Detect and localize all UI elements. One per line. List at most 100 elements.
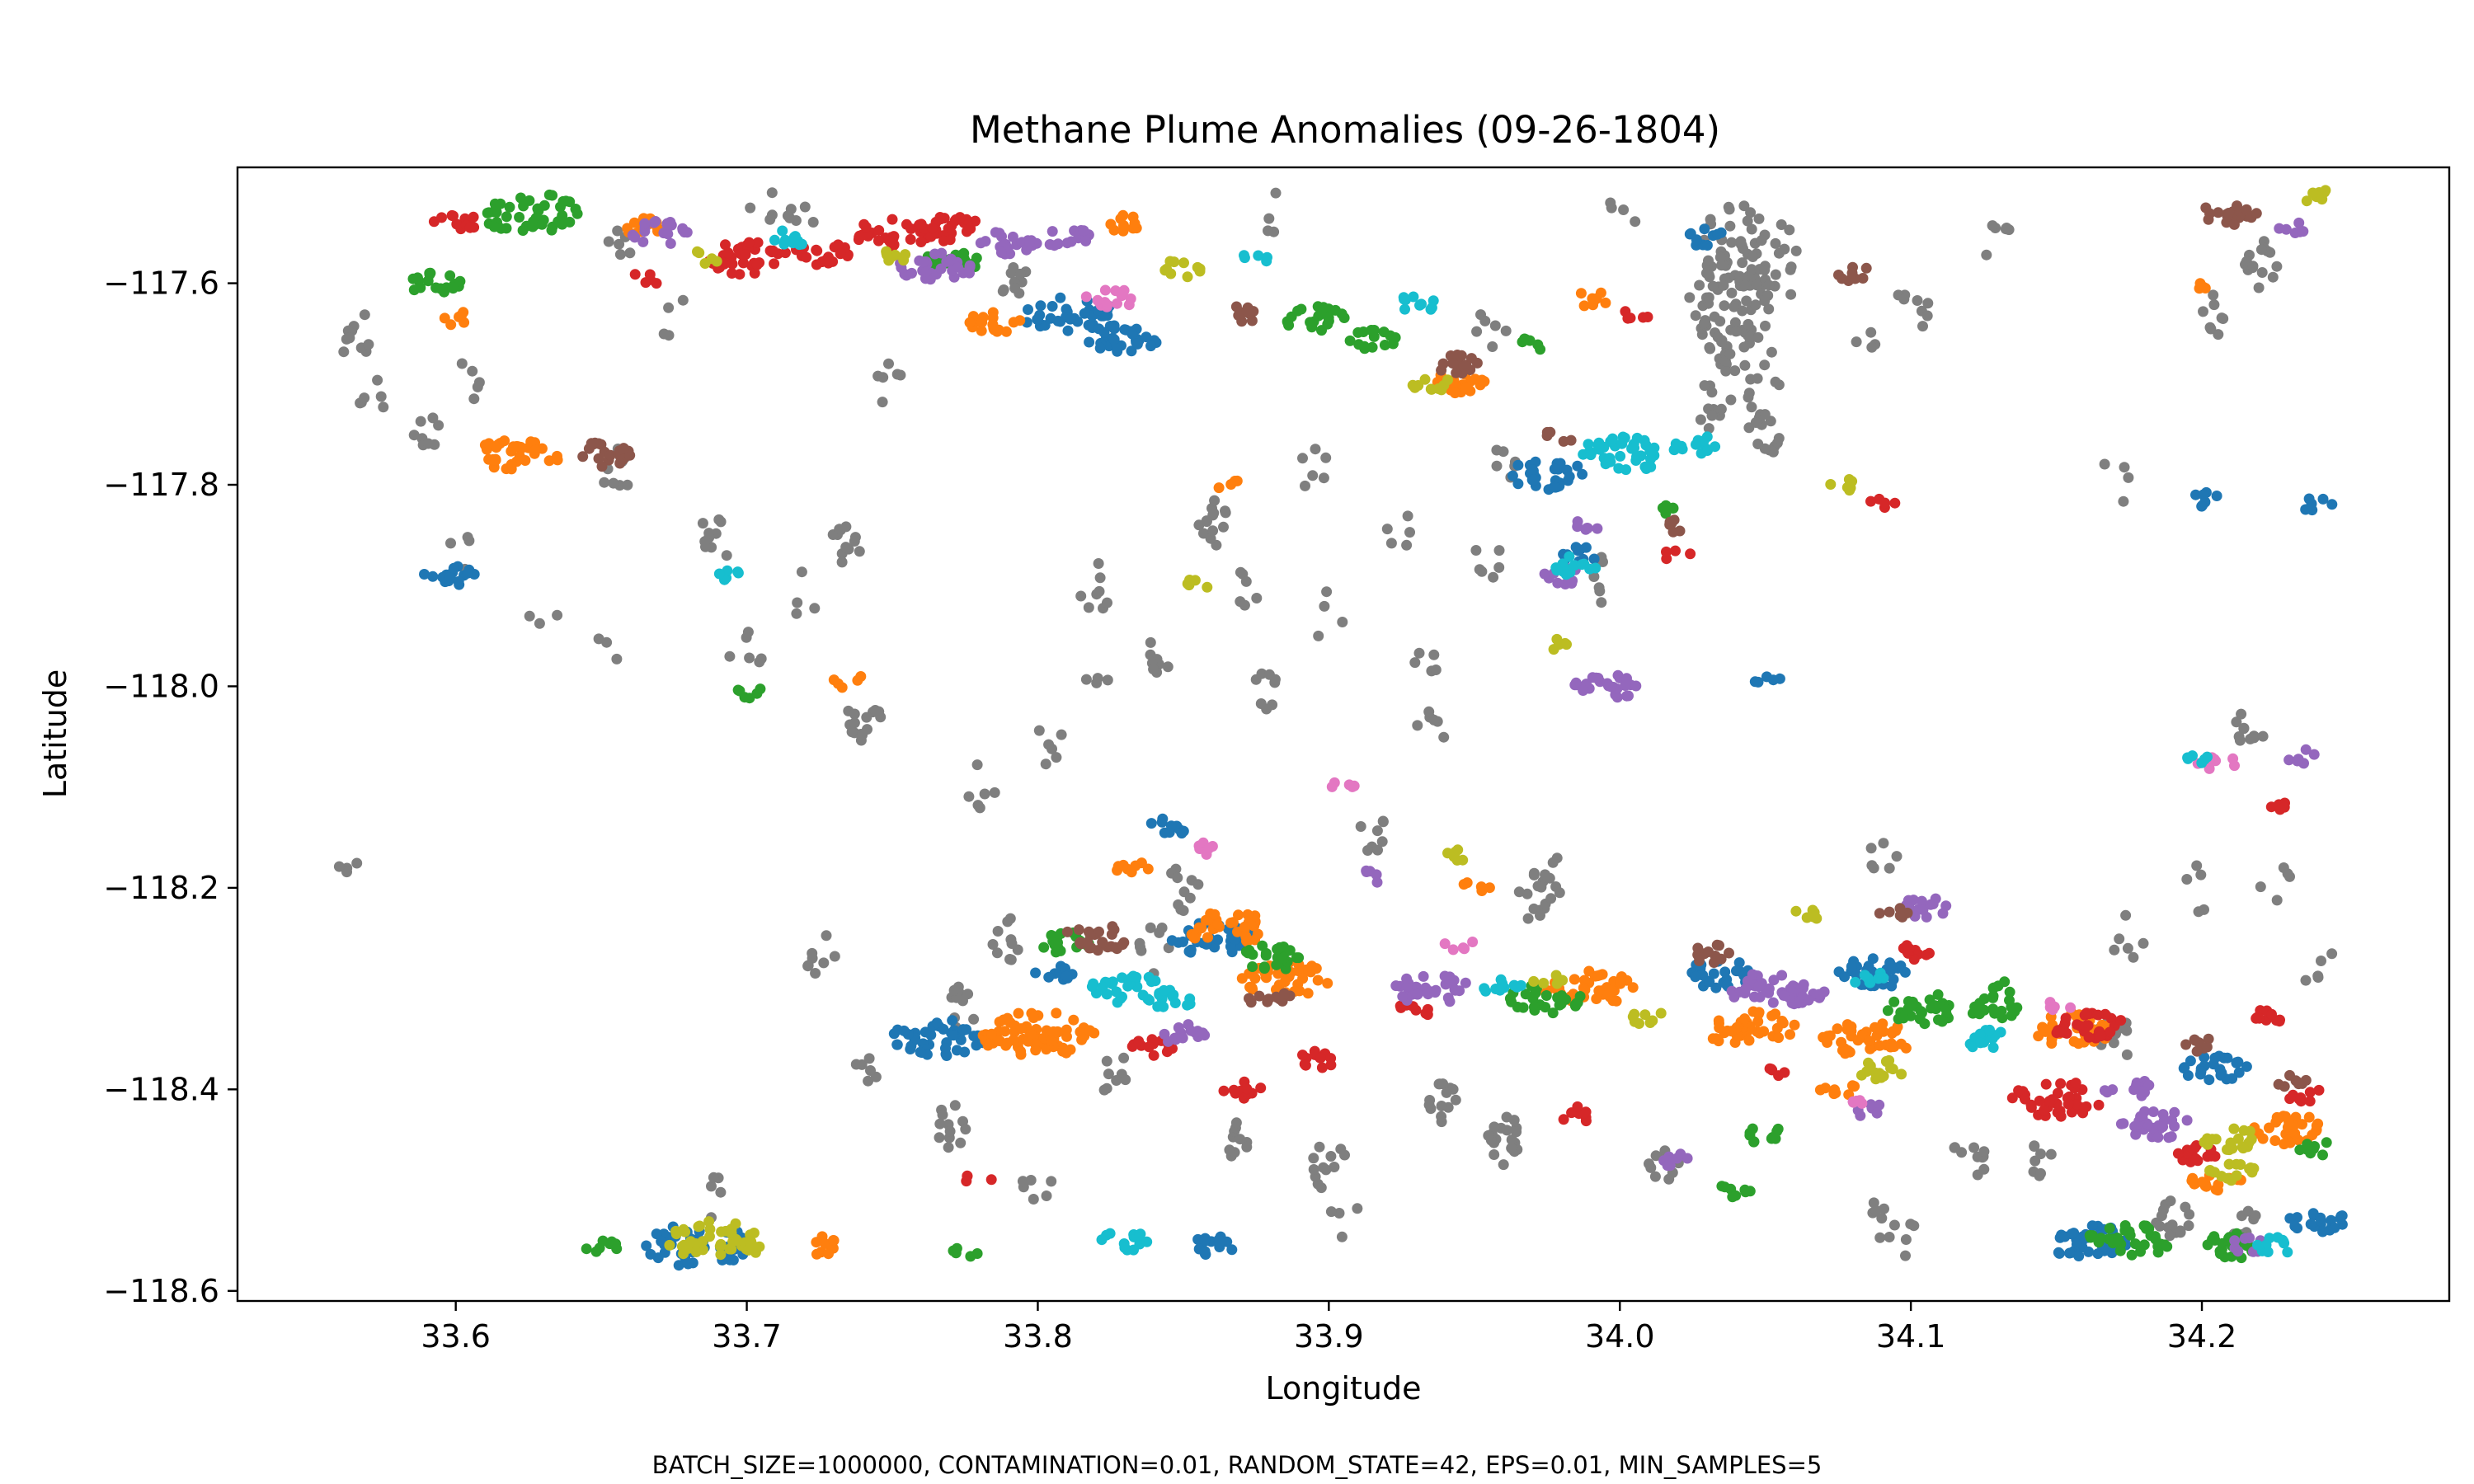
noise-point: [2166, 1219, 2178, 1231]
cluster-point: [726, 1243, 737, 1255]
cluster-point: [1228, 1084, 1239, 1096]
cluster-point: [727, 268, 737, 279]
cluster-point: [951, 1242, 962, 1254]
cluster-point: [1588, 553, 1600, 565]
noise-point: [1325, 1151, 1337, 1162]
cluster-point: [1602, 989, 1614, 1001]
cluster-point: [1888, 996, 1900, 1007]
noise-point: [697, 518, 708, 529]
cluster-point: [1629, 442, 1640, 453]
cluster-point: [1691, 439, 1701, 450]
noise-point: [1707, 280, 1719, 292]
cluster-point: [1886, 964, 1898, 975]
cluster-point: [1051, 1007, 1062, 1019]
cluster-point: [1272, 943, 1283, 955]
cluster-point: [1857, 273, 1869, 284]
noise-point: [1308, 1153, 1319, 1164]
noise-point: [1025, 1175, 1037, 1186]
cluster-point: [1152, 1001, 1164, 1012]
cluster-point: [1409, 382, 1421, 393]
cluster-point: [947, 1015, 958, 1026]
cluster-point: [694, 247, 705, 259]
noise-point: [849, 532, 861, 543]
cluster-point: [1126, 328, 1138, 340]
cluster-point: [1975, 1037, 1987, 1049]
noise-point: [2234, 735, 2246, 746]
noise-point: [1401, 539, 1413, 551]
cluster-point: [2095, 1233, 2107, 1244]
cluster-point: [1465, 353, 1477, 364]
noise-point: [1738, 200, 1750, 212]
cluster-point: [2039, 1105, 2049, 1116]
noise-point: [1241, 1141, 1253, 1153]
cluster-point: [2178, 1063, 2189, 1074]
noise-point: [1730, 326, 1742, 337]
noise-point: [1729, 365, 1741, 377]
cluster-point: [2065, 1002, 2077, 1013]
cluster-point: [1639, 1009, 1651, 1021]
noise-point: [1224, 1144, 1235, 1156]
cluster-point: [713, 568, 725, 580]
cluster-point: [1316, 1062, 1328, 1073]
cluster-point: [1047, 226, 1058, 237]
noise-point: [1694, 279, 1705, 291]
cluster-point: [2080, 1020, 2091, 1031]
noise-point: [2183, 1220, 2194, 1232]
cluster-point: [2201, 1041, 2213, 1053]
cluster-point: [1169, 998, 1181, 1008]
noise-point: [1489, 1149, 1500, 1160]
cluster-point: [1670, 545, 1681, 556]
cluster-point: [678, 1248, 689, 1260]
cluster-point: [929, 248, 941, 260]
cluster-point: [427, 571, 439, 582]
noise-point: [1746, 402, 1757, 413]
cluster-point: [1882, 1005, 1893, 1017]
noise-point: [1315, 1182, 1327, 1194]
cluster-point: [1884, 906, 1895, 918]
cluster-point: [1323, 312, 1334, 323]
cluster-point: [639, 218, 651, 229]
cluster-point: [670, 1228, 682, 1240]
noise-point: [699, 536, 711, 547]
noise-point: [1094, 572, 1106, 584]
noise-point: [2255, 881, 2266, 893]
cluster-point: [451, 218, 463, 230]
cluster-point: [2055, 1026, 2067, 1038]
noise-point: [1921, 310, 1933, 322]
noise-point: [1690, 310, 1701, 322]
noise-point: [1102, 674, 1113, 686]
cluster-point: [1450, 984, 1461, 996]
cluster-point: [1552, 577, 1564, 589]
cluster-point: [920, 266, 932, 277]
cluster-point: [588, 439, 600, 450]
cluster-point: [1895, 1038, 1907, 1050]
cluster-point: [1739, 1013, 1751, 1025]
cluster-point: [1790, 905, 1802, 917]
noise-point: [1908, 1220, 1920, 1232]
cluster-point: [1532, 339, 1544, 350]
cluster-point: [1117, 209, 1129, 221]
cluster-point: [1035, 300, 1047, 312]
cluster-point: [437, 571, 449, 583]
cluster-point: [715, 1249, 727, 1261]
noise-point: [1474, 564, 1485, 575]
cluster-point: [1061, 926, 1073, 937]
noise-point: [1605, 197, 1616, 209]
noise-point: [1192, 879, 1204, 890]
noise-point: [1706, 387, 1718, 398]
cluster-point: [1084, 336, 1095, 348]
y-tick-label: −118.0: [103, 668, 219, 704]
noise-point: [1981, 249, 1992, 261]
cluster-point: [1974, 1028, 1986, 1040]
noise-point: [1009, 283, 1021, 294]
noise-point: [2316, 956, 2326, 966]
noise-point: [611, 653, 623, 665]
noise-point: [2035, 1148, 2046, 1160]
cluster-point: [2257, 1133, 2269, 1144]
cluster-point: [915, 237, 927, 247]
noise-point: [2114, 933, 2125, 945]
noise-point: [1483, 1129, 1494, 1141]
cluster-point: [1630, 680, 1642, 692]
cluster-point: [860, 221, 872, 232]
cluster-point: [828, 1235, 839, 1246]
